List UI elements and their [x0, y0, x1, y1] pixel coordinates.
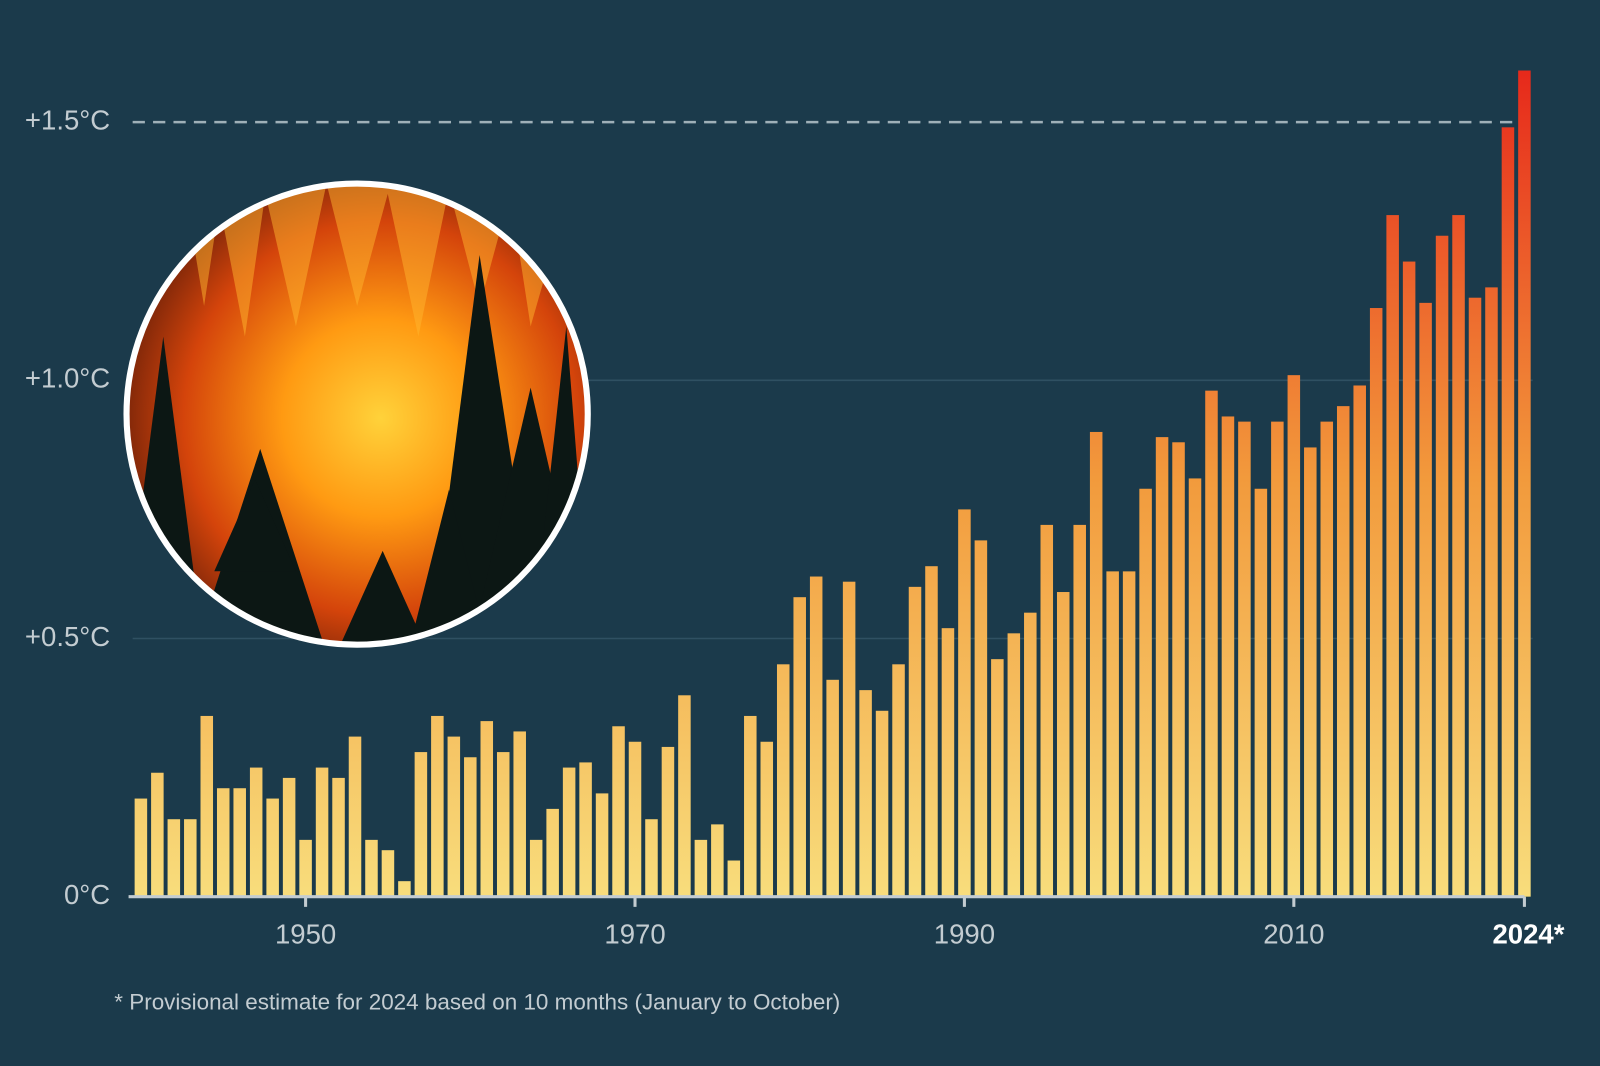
- bar: [579, 762, 592, 897]
- bar: [1205, 390, 1218, 897]
- bar: [1518, 70, 1531, 897]
- bar: [711, 824, 724, 897]
- bar: [1007, 633, 1021, 897]
- bar: [529, 839, 543, 897]
- bar: [365, 839, 378, 897]
- x-tick-label: 1990: [934, 919, 995, 950]
- bar: [991, 659, 1004, 897]
- x-tick-label: 1950: [275, 919, 336, 950]
- bar: [513, 731, 526, 897]
- bar: [1040, 524, 1054, 897]
- bar: [793, 597, 806, 897]
- bar: [216, 788, 230, 897]
- bar: [1304, 447, 1317, 897]
- bar: [744, 715, 757, 897]
- plot-area: 0°C +0.5°C +1.0°C +1.5°C 1950 1970 1990 2010 202…: [25, 70, 1565, 950]
- bar: [875, 710, 889, 897]
- bar: [431, 715, 444, 897]
- bar: [249, 767, 263, 897]
- bar: [381, 850, 395, 897]
- bar: [1122, 571, 1136, 897]
- bar: [282, 777, 296, 897]
- bar: [941, 628, 955, 897]
- x-tick-label: 1970: [604, 919, 665, 950]
- bar: [1139, 488, 1152, 897]
- y-tick-label: +1.5°C: [25, 104, 110, 135]
- y-tick-label: 0°C: [64, 879, 110, 910]
- bar: [167, 819, 181, 897]
- bar: [826, 679, 839, 897]
- bar: [1402, 261, 1416, 897]
- bar: [562, 767, 576, 897]
- bar: [184, 819, 197, 897]
- bar: [266, 798, 279, 897]
- bar: [1238, 421, 1251, 897]
- bar: [1024, 612, 1037, 897]
- bar: [447, 736, 461, 897]
- bar: [200, 715, 214, 897]
- bar: [859, 690, 872, 897]
- bar: [1172, 442, 1185, 897]
- bar: [1435, 235, 1449, 897]
- bar: [1254, 488, 1268, 897]
- bar: [1386, 215, 1399, 897]
- bar: [1452, 215, 1465, 897]
- bar: [776, 664, 790, 897]
- bar: [546, 808, 559, 897]
- bar: [1320, 421, 1334, 897]
- bar: [925, 566, 938, 897]
- bar: [1271, 421, 1284, 897]
- bar: [908, 586, 922, 897]
- bar: [694, 839, 708, 897]
- bar: [645, 819, 658, 897]
- bar: [595, 793, 609, 897]
- bar: [1155, 437, 1169, 897]
- bar: [348, 736, 362, 897]
- bar: [842, 581, 856, 897]
- bar: [974, 540, 988, 897]
- bar: [1485, 287, 1498, 897]
- x-tick-label: 2024*: [1493, 919, 1565, 950]
- bar: [299, 839, 312, 897]
- bar: [1501, 127, 1515, 897]
- bar: [1336, 406, 1350, 897]
- bar: [1287, 375, 1301, 897]
- bar: [727, 860, 741, 897]
- bar: [1188, 478, 1202, 897]
- bar: [233, 788, 246, 897]
- bar: [315, 767, 329, 897]
- bar: [1073, 524, 1086, 897]
- bar: [809, 576, 823, 897]
- bar: [1468, 297, 1482, 897]
- bar: [1089, 431, 1103, 897]
- bar: [464, 757, 477, 897]
- bar: [332, 777, 345, 897]
- bar: [414, 752, 428, 897]
- bar: [760, 741, 774, 897]
- bar: [480, 721, 494, 897]
- bar: [661, 746, 675, 897]
- bar: [1353, 385, 1366, 897]
- bar: [151, 772, 164, 897]
- bar: [1056, 592, 1070, 897]
- bar: [612, 726, 625, 897]
- bar: [134, 798, 148, 897]
- bar: [1419, 302, 1432, 897]
- bar: [398, 881, 411, 897]
- bar: [678, 695, 691, 897]
- bar: [1106, 571, 1119, 897]
- bar: [1221, 416, 1235, 897]
- bar: [1369, 308, 1383, 897]
- y-tick-label: +0.5°C: [25, 621, 110, 652]
- x-tick-label: 2010: [1263, 919, 1324, 950]
- bar: [628, 741, 642, 897]
- bar: [892, 664, 905, 897]
- footnote: * Provisional estimate for 2024 based on…: [114, 990, 840, 1015]
- bar: [958, 509, 971, 897]
- bar: [496, 752, 510, 897]
- y-tick-label: +1.0°C: [25, 363, 110, 394]
